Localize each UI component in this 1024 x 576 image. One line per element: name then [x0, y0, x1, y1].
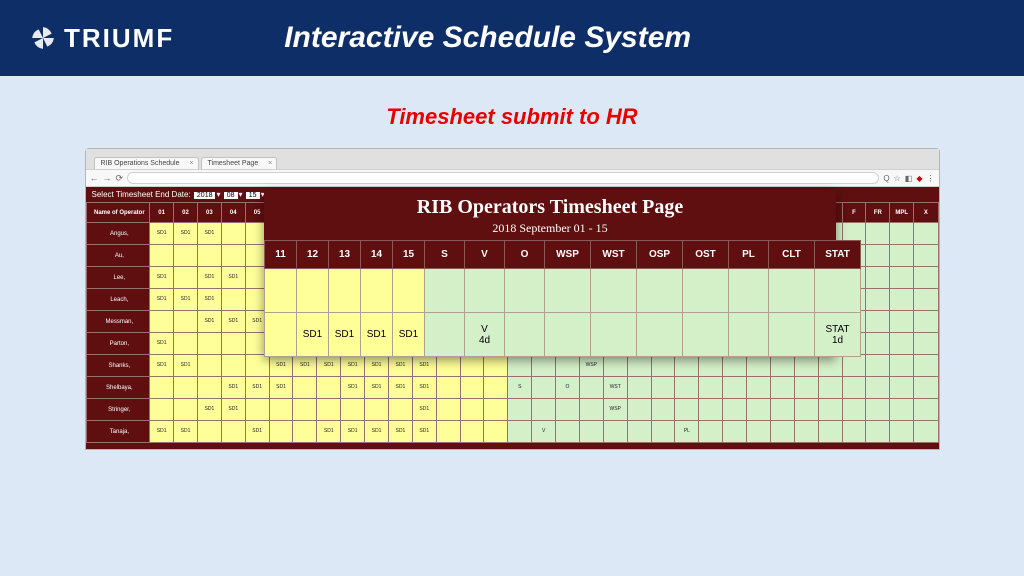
- overlay-day-header: 15: [393, 241, 425, 269]
- close-icon[interactable]: ×: [189, 160, 193, 167]
- page-title: Interactive Schedule System: [284, 21, 691, 55]
- search-icon[interactable]: Q: [883, 174, 889, 183]
- overlay-code-cell[interactable]: [637, 313, 683, 357]
- overlay-day-header: 13: [329, 241, 361, 269]
- overlay-code-header: V: [465, 241, 505, 269]
- overlay-code-header: CLT: [769, 241, 815, 269]
- overlay-day-cell[interactable]: SD1: [393, 313, 425, 357]
- overlay-day-cell[interactable]: [265, 313, 297, 357]
- overlay-code-cell[interactable]: STAT 1d: [815, 313, 861, 357]
- day-select[interactable]: 15: [246, 192, 260, 199]
- tab-strip: RIB Operations Schedule× Timesheet Page×: [86, 149, 939, 169]
- browser-tab[interactable]: RIB Operations Schedule×: [94, 157, 199, 169]
- brand-text: TRIUMF: [64, 23, 174, 54]
- overlay-day-cell[interactable]: SD1: [329, 313, 361, 357]
- overlay-day-cell[interactable]: SD1: [297, 313, 329, 357]
- slide-header: TRIUMF Interactive Schedule System: [0, 0, 1024, 76]
- overlay-code-header: WSP: [545, 241, 591, 269]
- shield-icon[interactable]: ◆: [916, 174, 922, 183]
- overlay-code-header: O: [505, 241, 545, 269]
- overlay-day-header: 11: [265, 241, 297, 269]
- overlay-day-header: 14: [361, 241, 393, 269]
- overlay-code-header: WST: [591, 241, 637, 269]
- star-icon[interactable]: ☆: [894, 174, 901, 183]
- overlay-code-header: OST: [683, 241, 729, 269]
- overlay-table: 1112131415SVOWSPWSTOSPOSTPLCLTSTAT SD1SD…: [264, 240, 861, 357]
- overlay-code-header: PL: [729, 241, 769, 269]
- close-icon[interactable]: ×: [268, 160, 272, 167]
- forward-icon[interactable]: →: [103, 173, 112, 183]
- overlay-code-cell[interactable]: [683, 313, 729, 357]
- overlay-code-header: OSP: [637, 241, 683, 269]
- toolbar-icons: Q ☆ ◧ ◆ ⋮: [883, 174, 934, 183]
- overlay-code-header: STAT: [815, 241, 861, 269]
- menu-icon[interactable]: ⋮: [927, 174, 935, 183]
- browser-tab[interactable]: Timesheet Page×: [201, 157, 278, 169]
- overlay-code-cell[interactable]: [769, 313, 815, 357]
- overlay-code-cell[interactable]: [425, 313, 465, 357]
- overlay-code-cell[interactable]: [545, 313, 591, 357]
- year-select[interactable]: 2018: [194, 192, 216, 199]
- back-icon[interactable]: ←: [90, 173, 99, 183]
- reload-icon[interactable]: ⟳: [116, 173, 124, 184]
- overlay-code-cell[interactable]: [591, 313, 637, 357]
- brand-logo: TRIUMF: [30, 23, 174, 54]
- overlay-code-cell[interactable]: [505, 313, 545, 357]
- zoom-overlay: RIB Operators Timesheet Page 2018 Septem…: [264, 190, 836, 357]
- overlay-header: RIB Operators Timesheet Page 2018 Septem…: [264, 190, 836, 240]
- subtitle: Timesheet submit to HR: [0, 104, 1024, 130]
- overlay-date-range: 2018 September 01 - 15: [264, 221, 836, 236]
- ext-icon[interactable]: ◧: [905, 174, 913, 183]
- overlay-title: RIB Operators Timesheet Page: [264, 196, 836, 219]
- overlay-code-header: S: [425, 241, 465, 269]
- url-input[interactable]: [127, 172, 879, 184]
- overlay-code-cell[interactable]: V 4d: [465, 313, 505, 357]
- address-bar: ← → ⟳ Q ☆ ◧ ◆ ⋮: [86, 169, 939, 187]
- overlay-day-cell[interactable]: SD1: [361, 313, 393, 357]
- month-select[interactable]: 08: [224, 192, 238, 199]
- pinwheel-icon: [30, 25, 56, 51]
- overlay-day-header: 12: [297, 241, 329, 269]
- overlay-code-cell[interactable]: [729, 313, 769, 357]
